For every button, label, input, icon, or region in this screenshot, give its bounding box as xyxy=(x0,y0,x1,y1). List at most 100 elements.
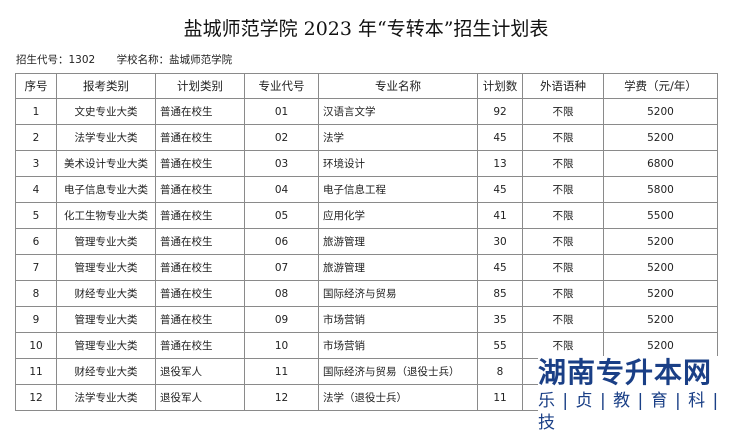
table-cell: 文史专业大类 xyxy=(56,98,156,125)
table-cell: 不限 xyxy=(522,98,604,125)
table-row: 1 文史专业大类 普通在校生 01 汉语言文学 92 不限 5200 xyxy=(15,98,718,125)
table-cell: 2 xyxy=(15,124,57,151)
table-cell: 30 xyxy=(477,228,523,255)
table-cell: 5500 xyxy=(603,202,718,229)
table-cell: 08 xyxy=(244,280,319,307)
table-cell: 5200 xyxy=(603,98,718,125)
table-cell: 管理专业大类 xyxy=(56,228,156,255)
page-title: 盐城师范学院 2023 年“专转本”招生计划表 xyxy=(183,18,549,40)
table-cell: 3 xyxy=(15,150,57,177)
watermark-subtitle: 乐 | 贞 | 教 | 育 | 科 | 技 xyxy=(538,391,720,433)
watermark-logo: 湖南专升本网 乐 | 贞 | 教 | 育 | 科 | 技 xyxy=(538,356,732,433)
column-header: 外语语种 xyxy=(522,73,604,99)
table-cell: 35 xyxy=(477,306,523,333)
table-cell: 5200 xyxy=(603,254,718,281)
table-cell: 退役军人 xyxy=(155,384,245,411)
table-cell: 8 xyxy=(477,358,523,385)
table-cell: 10 xyxy=(244,332,319,359)
table-cell: 13 xyxy=(477,150,523,177)
table-cell: 管理专业大类 xyxy=(56,332,156,359)
table-cell: 电子信息专业大类 xyxy=(56,176,156,203)
table-cell: 普通在校生 xyxy=(155,202,245,229)
table-cell: 电子信息工程 xyxy=(318,176,478,203)
table-cell: 市场营销 xyxy=(318,306,478,333)
table-cell: 不限 xyxy=(522,202,604,229)
table-cell: 普通在校生 xyxy=(155,228,245,255)
header-row: 序号 报考类别 计划类别 专业代号 专业名称 计划数 外语语种 学费（元/年） xyxy=(15,73,718,99)
table-cell: 1 xyxy=(15,98,57,125)
table-cell: 6 xyxy=(15,228,57,255)
table-cell: 5200 xyxy=(603,280,718,307)
table-cell: 普通在校生 xyxy=(155,254,245,281)
table-cell: 不限 xyxy=(522,254,604,281)
watermark-title: 湖南专升本网 xyxy=(538,356,713,389)
table-cell: 财经专业大类 xyxy=(56,280,156,307)
table-row: 7 管理专业大类 普通在校生 07 旅游管理 45 不限 5200 xyxy=(15,254,718,281)
table-cell: 不限 xyxy=(522,306,604,333)
table-cell: 美术设计专业大类 xyxy=(56,150,156,177)
table-cell: 8 xyxy=(15,280,57,307)
table-cell: 12 xyxy=(15,384,57,411)
table-cell: 05 xyxy=(244,202,319,229)
table-cell: 普通在校生 xyxy=(155,332,245,359)
table-cell: 旅游管理 xyxy=(318,228,478,255)
column-header: 专业代号 xyxy=(244,73,319,99)
table-cell: 9 xyxy=(15,306,57,333)
table-cell: 92 xyxy=(477,98,523,125)
table-cell: 11 xyxy=(244,358,319,385)
table-row: 4 电子信息专业大类 普通在校生 04 电子信息工程 45 不限 5800 xyxy=(15,176,718,203)
table-cell: 化工生物专业大类 xyxy=(56,202,156,229)
table-cell: 5200 xyxy=(603,306,718,333)
table-cell: 5200 xyxy=(603,332,718,359)
table-cell: 国际经济与贸易 xyxy=(318,280,478,307)
table-cell: 41 xyxy=(477,202,523,229)
table-cell: 普通在校生 xyxy=(155,176,245,203)
column-header: 计划类别 xyxy=(155,73,245,99)
table-cell: 法学专业大类 xyxy=(56,384,156,411)
table-cell: 不限 xyxy=(522,228,604,255)
table-cell: 法学专业大类 xyxy=(56,124,156,151)
table-cell: 不限 xyxy=(522,280,604,307)
column-header: 学费（元/年） xyxy=(603,73,718,99)
column-header: 专业名称 xyxy=(318,73,478,99)
table-cell: 5200 xyxy=(603,124,718,151)
table-cell: 02 xyxy=(244,124,319,151)
table-cell: 普通在校生 xyxy=(155,306,245,333)
table-cell: 09 xyxy=(244,306,319,333)
table-cell: 不限 xyxy=(522,176,604,203)
table-cell: 7 xyxy=(15,254,57,281)
table-cell: 退役军人 xyxy=(155,358,245,385)
table-row: 5 化工生物专业大类 普通在校生 05 应用化学 41 不限 5500 xyxy=(15,202,718,229)
table-cell: 5200 xyxy=(603,228,718,255)
table-cell: 4 xyxy=(15,176,57,203)
table-cell: 03 xyxy=(244,150,319,177)
table-cell: 11 xyxy=(15,358,57,385)
table-cell: 45 xyxy=(477,124,523,151)
table-cell: 旅游管理 xyxy=(318,254,478,281)
table-row: 3 美术设计专业大类 普通在校生 03 环境设计 13 不限 6800 xyxy=(15,150,718,177)
table-row: 2 法学专业大类 普通在校生 02 法学 45 不限 5200 xyxy=(15,124,718,151)
column-header: 报考类别 xyxy=(56,73,156,99)
enrollment-code: 招生代号：1302 xyxy=(16,54,96,66)
table-cell: 07 xyxy=(244,254,319,281)
table-cell: 普通在校生 xyxy=(155,124,245,151)
meta-info: 招生代号：1302 学校名称：盐城师范学院 xyxy=(16,52,250,67)
table-cell: 01 xyxy=(244,98,319,125)
table-cell: 管理专业大类 xyxy=(56,306,156,333)
table-cell: 管理专业大类 xyxy=(56,254,156,281)
table-cell: 12 xyxy=(244,384,319,411)
table-cell: 法学（退役士兵） xyxy=(318,384,478,411)
table-cell: 应用化学 xyxy=(318,202,478,229)
table-cell: 财经专业大类 xyxy=(56,358,156,385)
table-row: 8 财经专业大类 普通在校生 08 国际经济与贸易 85 不限 5200 xyxy=(15,280,718,307)
table-cell: 不限 xyxy=(522,150,604,177)
table-cell: 国际经济与贸易（退役士兵） xyxy=(318,358,478,385)
table-cell: 5800 xyxy=(603,176,718,203)
table-cell: 不限 xyxy=(522,332,604,359)
column-header: 计划数 xyxy=(477,73,523,99)
table-cell: 6800 xyxy=(603,150,718,177)
table-cell: 普通在校生 xyxy=(155,98,245,125)
enrollment-plan-table: 序号 报考类别 计划类别 专业代号 专业名称 计划数 外语语种 学费（元/年） 1 文史专业大类… xyxy=(15,73,718,411)
table-row: 9 管理专业大类 普通在校生 09 市场营销 35 不限 5200 xyxy=(15,306,718,333)
table-cell: 45 xyxy=(477,176,523,203)
